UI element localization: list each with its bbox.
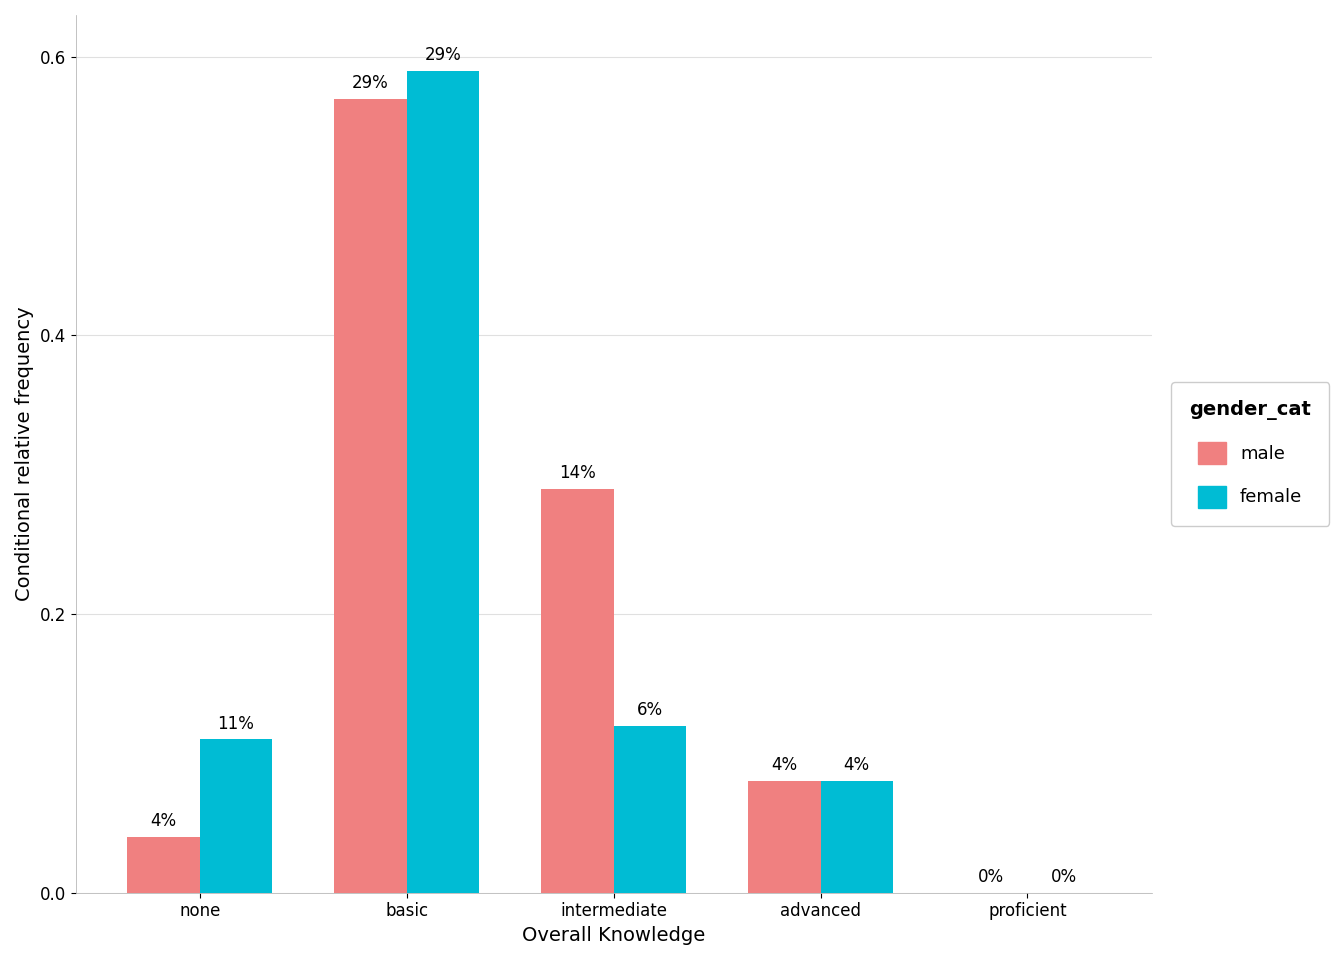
X-axis label: Overall Knowledge: Overall Knowledge [521, 926, 706, 945]
Text: 11%: 11% [218, 714, 254, 732]
Bar [128, 837, 200, 893]
Bar [407, 71, 478, 893]
Text: 29%: 29% [425, 46, 461, 63]
Y-axis label: Conditional relative frequency: Conditional relative frequency [15, 306, 34, 601]
Bar [542, 489, 614, 893]
Bar [821, 781, 892, 893]
Text: 14%: 14% [559, 464, 595, 482]
Text: 0%: 0% [978, 868, 1004, 886]
Text: 4%: 4% [151, 812, 176, 830]
Bar [749, 781, 821, 893]
Text: 29%: 29% [352, 74, 388, 91]
Text: 4%: 4% [844, 756, 870, 775]
Text: 0%: 0% [1051, 868, 1077, 886]
Bar [335, 99, 407, 893]
Text: 6%: 6% [637, 701, 663, 719]
Text: 4%: 4% [771, 756, 797, 775]
Bar [200, 739, 273, 893]
Legend: male, female: male, female [1172, 382, 1329, 526]
Bar [614, 726, 685, 893]
